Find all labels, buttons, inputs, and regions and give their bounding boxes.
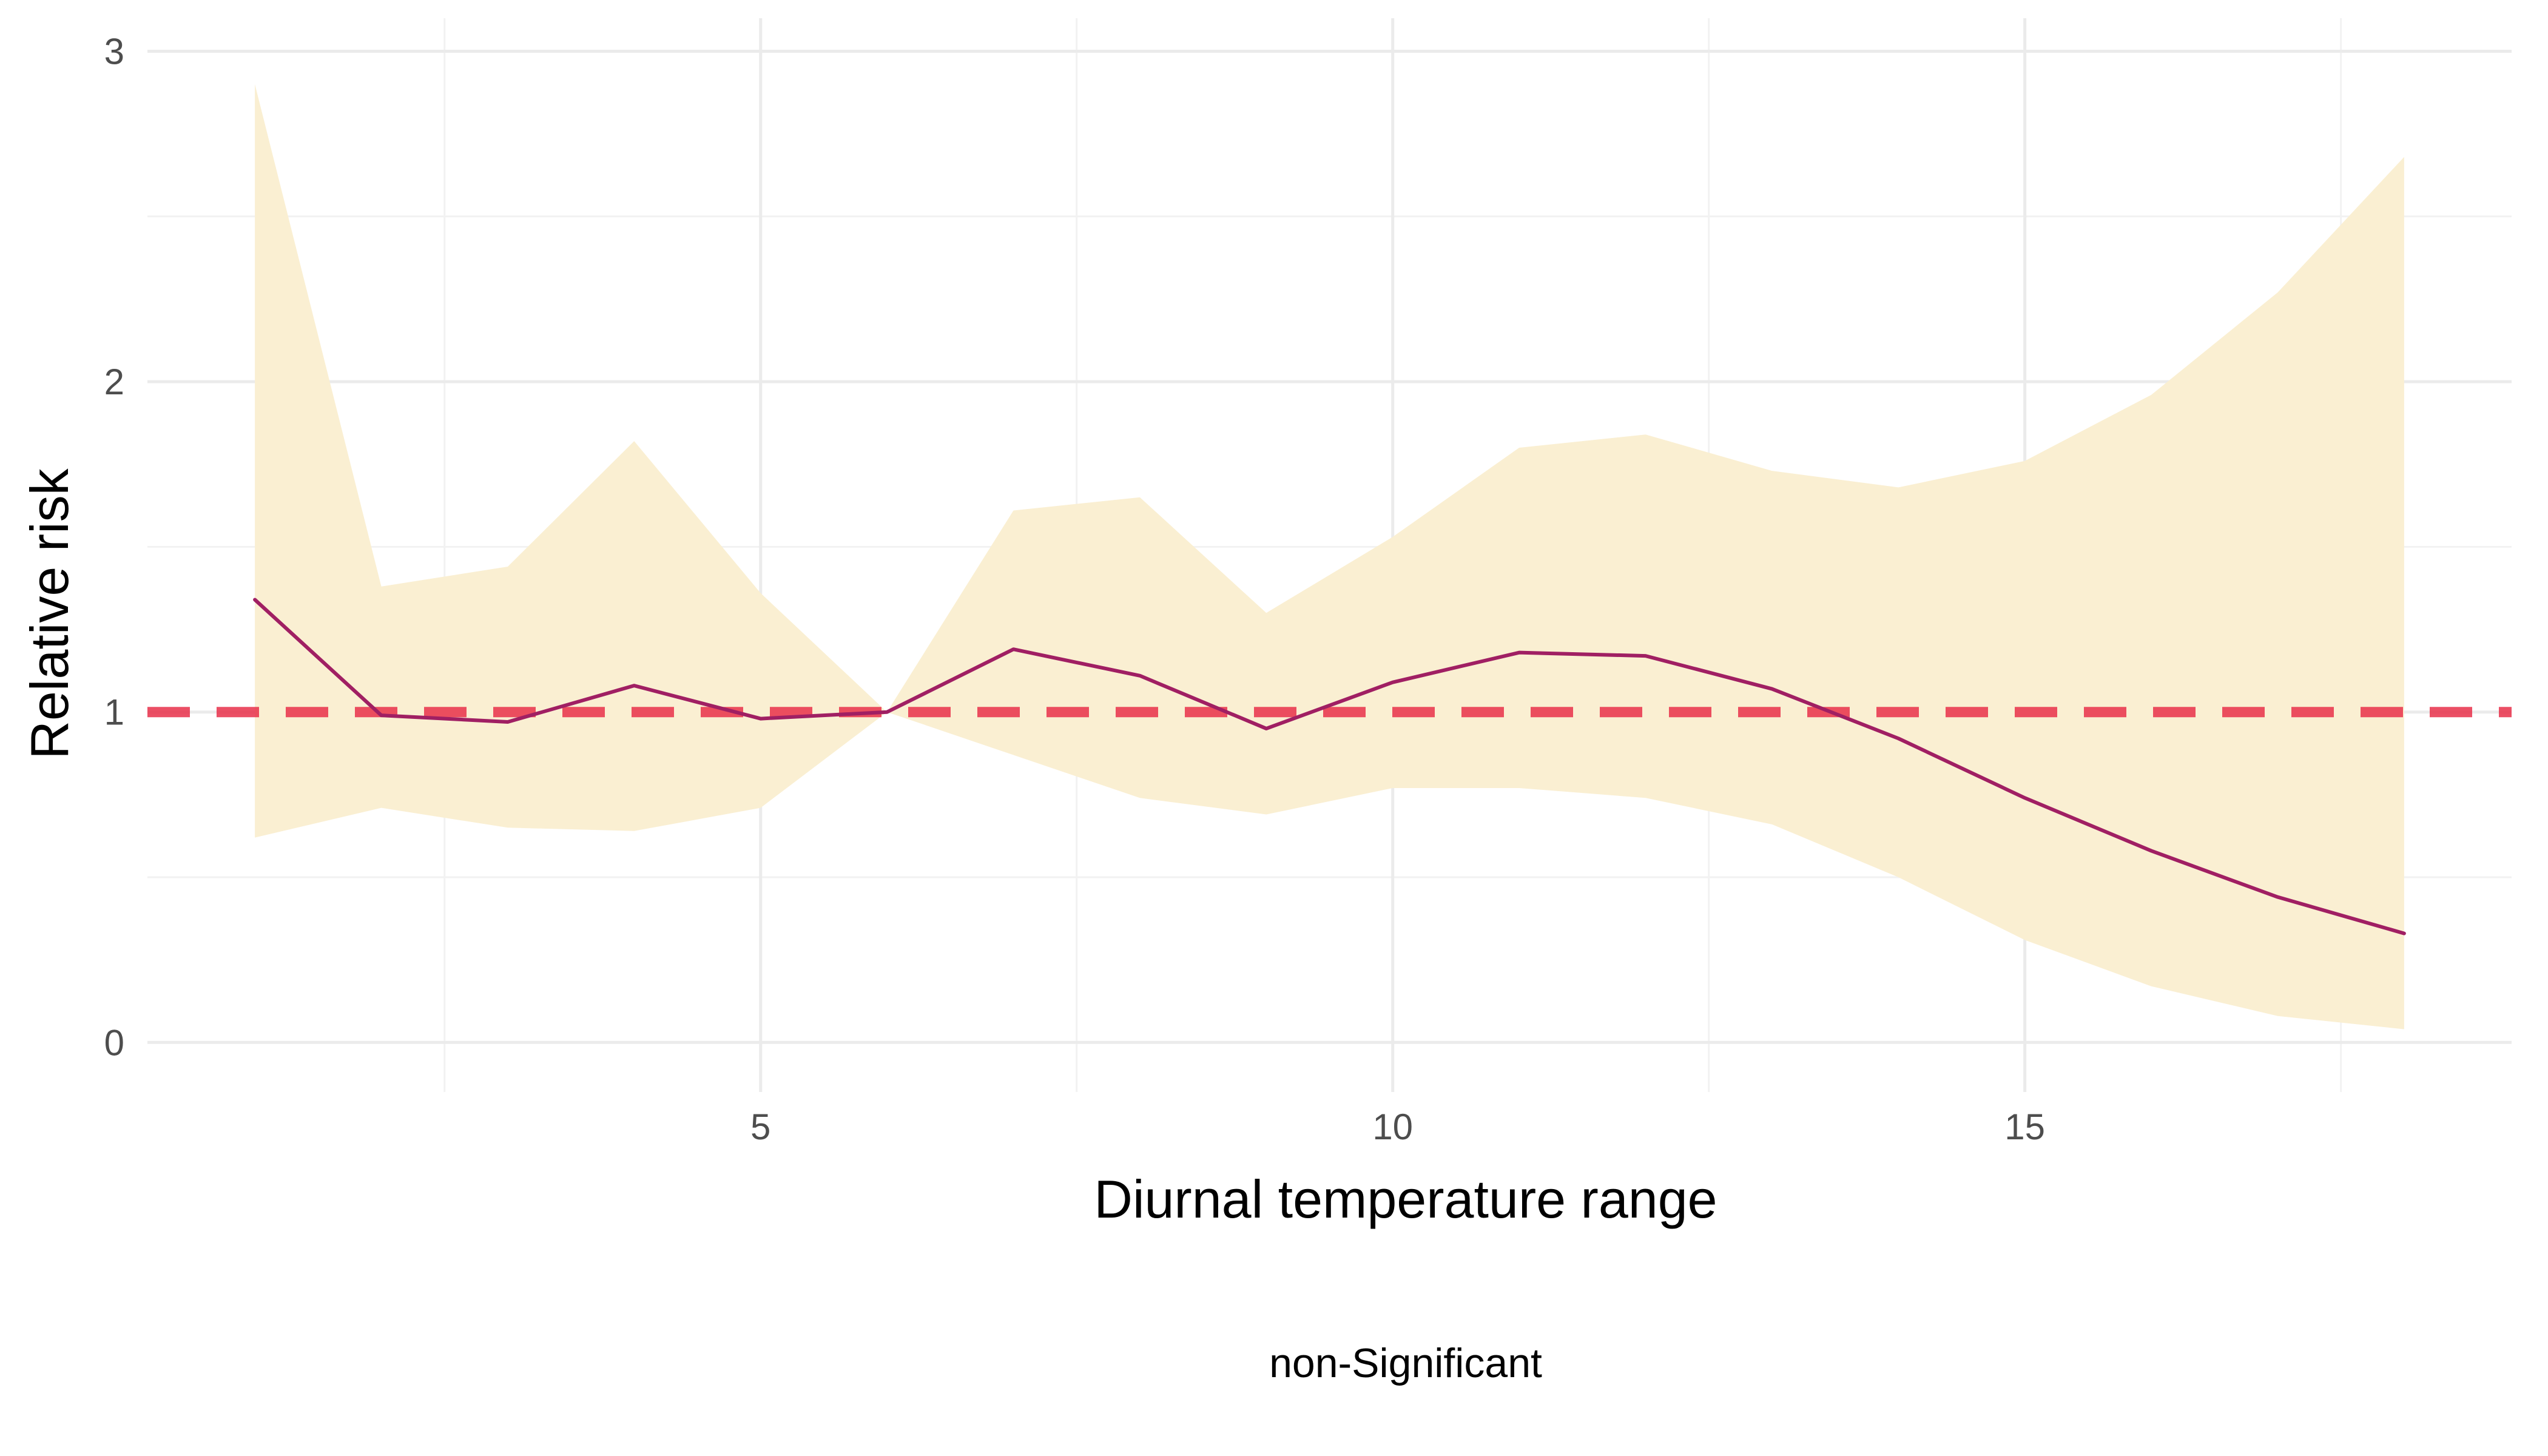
x-tick-label: 10: [1372, 1107, 1413, 1147]
relative-risk-line: [253, 598, 2406, 935]
y-tick-label: 0: [104, 1022, 124, 1063]
confidence-band-layer: [255, 84, 2404, 1030]
x-tick-label: 5: [750, 1107, 770, 1147]
tick-labels: 5 10 15 0 1 2 3: [104, 31, 2045, 1147]
confidence-band: [255, 84, 2404, 1030]
chart-caption: non-Significant: [1269, 1340, 1542, 1386]
y-tick-label: 1: [104, 692, 124, 733]
y-tick-label: 3: [104, 31, 124, 72]
y-axis-title: Relative risk: [19, 468, 79, 759]
x-tick-label: 15: [2004, 1107, 2045, 1147]
y-tick-label: 2: [104, 362, 124, 402]
series-line-layer: [253, 598, 2406, 935]
x-axis-title: Diurnal temperature range: [1094, 1169, 1717, 1229]
